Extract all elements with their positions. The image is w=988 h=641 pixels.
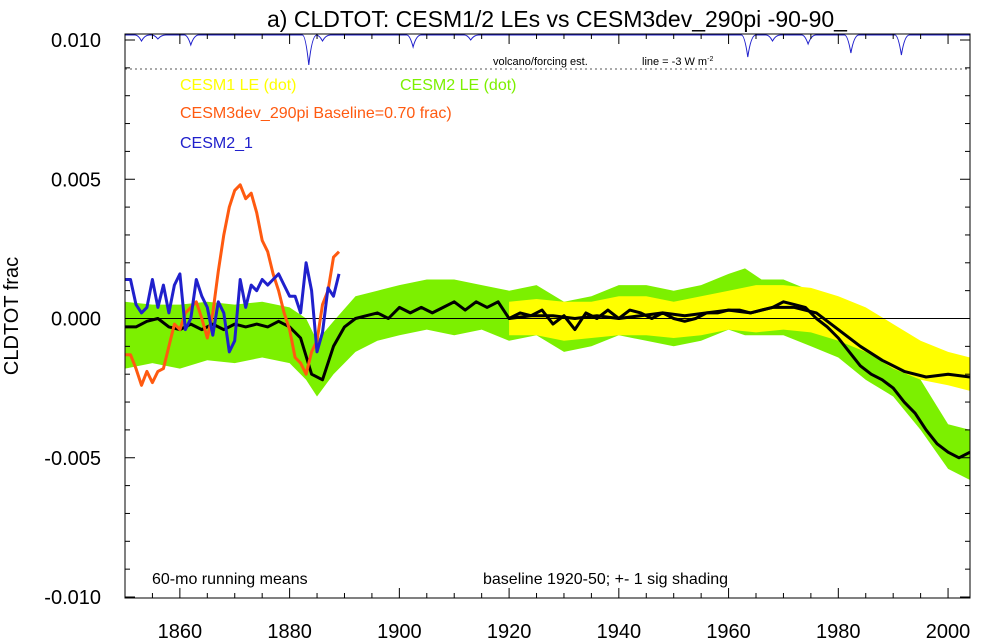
legend-cesm3dev: CESM3dev_290pi Baseline=0.70 frac) <box>180 105 452 122</box>
y-tick-label: -0.005 <box>44 448 101 470</box>
volcano-label: volcano/forcing est. <box>493 56 588 68</box>
volcano-line-label: line = -3 W m-2 <box>642 56 713 68</box>
series-line-3 <box>508 305 970 379</box>
legend-cesm1-le: CESM1 LE (dot) <box>180 77 296 94</box>
y-tick-label: -0.010 <box>44 587 101 609</box>
x-tick-label: 1960 <box>706 621 751 641</box>
y-axis: 0.010 0.005 0.000 -0.005 -0.010 <box>44 30 970 609</box>
x-tick-label: 1940 <box>597 621 642 641</box>
y-tick-label: 0.005 <box>51 169 101 191</box>
series-line-4 <box>125 183 341 387</box>
y-axis-label: CLDTOT frac <box>1 257 23 375</box>
baseline-note: baseline 1920-50; +- 1 sig shading <box>483 571 728 588</box>
x-tick-label: 1860 <box>158 621 203 641</box>
plot-frame <box>124 33 971 599</box>
x-tick-label: 2000 <box>926 621 971 641</box>
x-tick-label: 1880 <box>267 621 312 641</box>
legend-cesm2-le: CESM2 LE (dot) <box>400 77 516 94</box>
legend-cesm2-1: CESM2_1 <box>180 135 253 152</box>
x-tick-label: 1920 <box>487 621 532 641</box>
band-1 <box>509 285 970 391</box>
volcano-trace <box>125 34 970 66</box>
volcano-line-sup: -2 <box>707 56 713 63</box>
y-tick-label: 0.000 <box>51 309 101 331</box>
x-tick-label: 1900 <box>377 621 422 641</box>
y-tick-label: 0.010 <box>51 30 101 52</box>
running-means-note: 60-mo running means <box>152 571 308 588</box>
series-line-5 <box>125 261 341 354</box>
series-lines <box>125 183 970 460</box>
volcano-forcing <box>125 34 970 70</box>
x-tick-label: 1980 <box>816 621 861 641</box>
chart-title: a) CLDTOT: CESM1/2 LEs vs CESM3dev_290pi… <box>267 6 848 32</box>
x-axis: 1860 1880 1900 1920 1940 1960 1980 2000 <box>124 34 971 641</box>
uncertainty-bands <box>125 268 970 480</box>
volcano-line-text: line = -3 W m <box>642 56 707 68</box>
